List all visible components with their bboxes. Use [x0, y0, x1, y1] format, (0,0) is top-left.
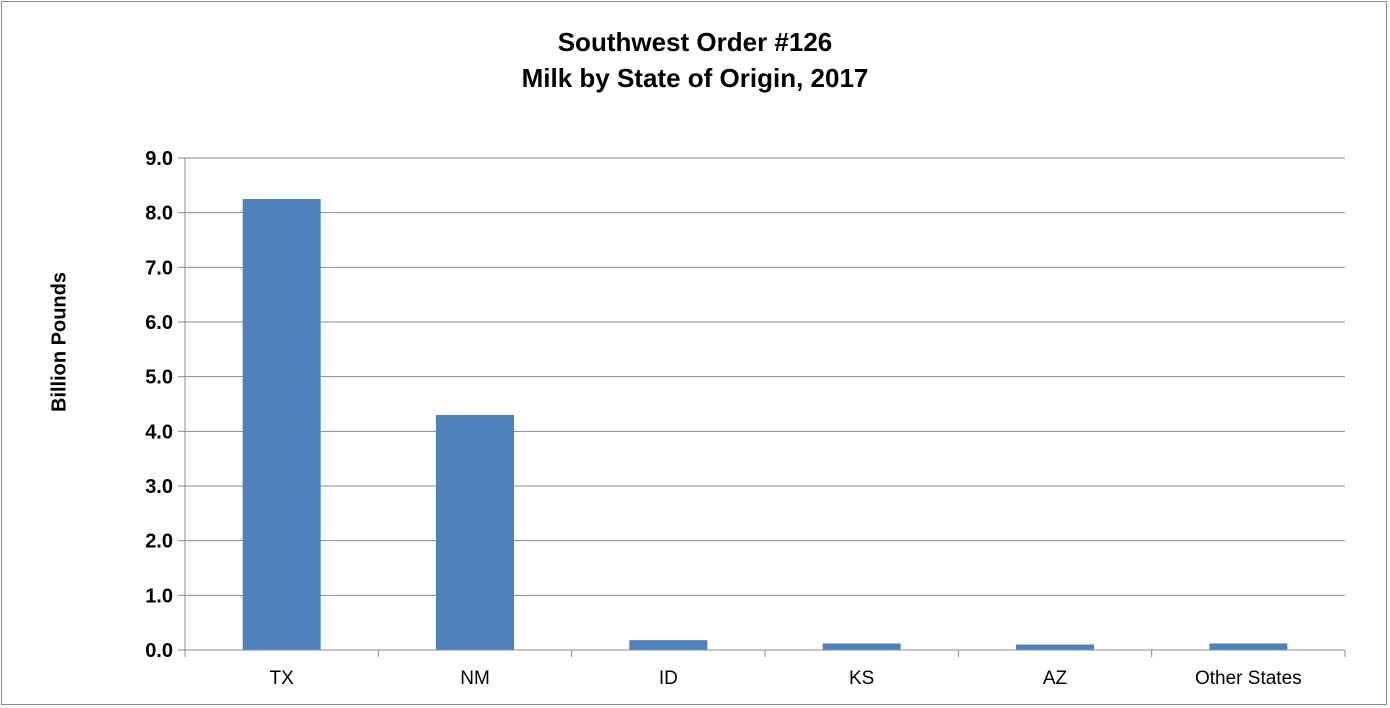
- chart-title: Southwest Order #126: [557, 27, 833, 57]
- y-tick-label: 7.0: [145, 257, 173, 279]
- y-tick-label: 6.0: [145, 312, 173, 334]
- bar-ks: [822, 643, 901, 650]
- bar-id: [629, 640, 708, 650]
- y-tick-label: 2.0: [145, 531, 173, 553]
- y-tick-label: 9.0: [145, 148, 173, 170]
- x-tick-label: Other States: [1195, 668, 1302, 689]
- y-tick-label: 1.0: [145, 585, 173, 607]
- y-tick-label: 4.0: [145, 421, 173, 443]
- bar-nm: [436, 414, 514, 650]
- y-tick-label: 8.0: [145, 203, 173, 225]
- x-tick-label: KS: [849, 668, 874, 689]
- x-tick-label: TX: [270, 668, 295, 689]
- y-tick-label: 0.0: [145, 640, 173, 662]
- bar-tx: [242, 199, 321, 650]
- x-tick-label: NM: [460, 668, 490, 689]
- bar-az: [1016, 644, 1094, 650]
- chart-subtitle: Milk by State of Origin, 2017: [521, 63, 869, 93]
- bar-other-states: [1209, 643, 1288, 650]
- x-tick-label: ID: [659, 668, 678, 689]
- x-tick-label: AZ: [1043, 668, 1068, 689]
- y-tick-label: 3.0: [145, 476, 173, 498]
- y-tick-label: 5.0: [145, 367, 173, 389]
